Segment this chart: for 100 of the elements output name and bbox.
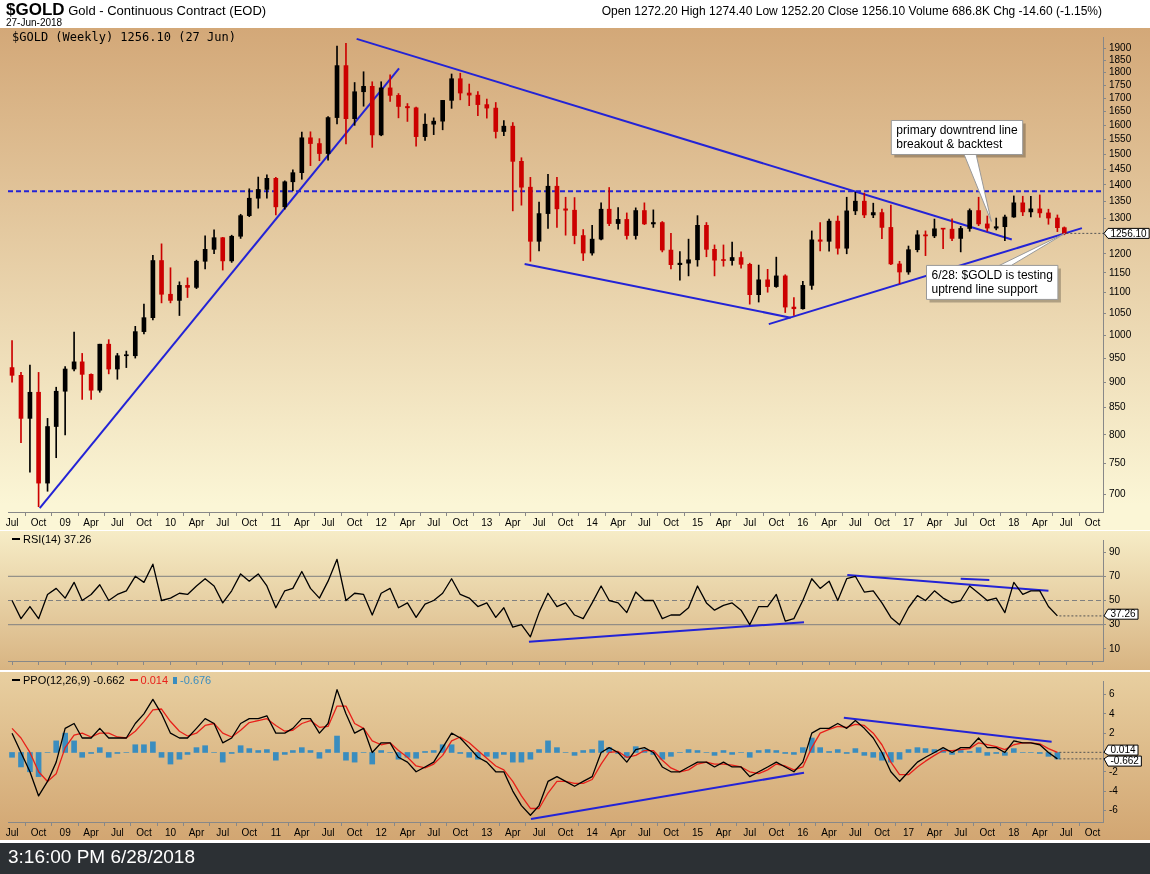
y-tick-label: 1650 [1109,105,1132,117]
x-tick-label: Jul [743,826,757,838]
x-tick-label: Oct [663,826,679,838]
x-tick-label: Apr [188,516,205,528]
x-tick-label: Jul [1059,516,1073,528]
chart-subtitle: 27-Jun-2018 [6,17,63,28]
y-tick-label: 30 [1109,618,1121,630]
x-tick-label: Oct [452,516,469,528]
x-tick-label: Jul [110,516,124,528]
x-tick-label: 10 [164,516,177,528]
x-tick-label: Apr [1032,516,1049,528]
x-tick-label: Apr [821,826,838,838]
x-tick-label: Apr [1032,826,1049,838]
y-tick-label: 90 [1109,545,1121,557]
x-tick-label: Jul [848,826,862,838]
y-tick-label: 800 [1109,428,1127,440]
x-tick-label: Jul [216,516,230,528]
x-tick-label: Jul [1059,826,1073,838]
x-tick-label: Apr [926,516,943,528]
x-tick-label: Oct [346,516,363,528]
x-tick-label: Apr [399,516,416,528]
x-tick-label: Apr [821,516,838,528]
x-tick-label: Apr [505,516,522,528]
annotation: 6/28: $GOLD is testing uptrend line support [931,267,1053,296]
x-tick-label: 14 [586,516,599,528]
chart-title: $GOLD Gold - Continuous Contract (EOD) [6,0,267,19]
x-tick-label: Jul [110,826,124,838]
x-tick-label: Jul [954,516,968,528]
annotation: 37.26 [1110,608,1136,620]
y-tick-label: 1550 [1109,133,1132,145]
x-tick-label: Jul [427,826,441,838]
x-tick-label: Apr [610,826,627,838]
x-tick-label: 16 [797,826,809,838]
x-tick-label: Jul [321,826,335,838]
x-tick-label: Apr [294,826,311,838]
x-tick-label: Oct [557,826,574,838]
legend-label: -0.676 [179,674,212,686]
x-tick-label: Jul [216,826,230,838]
y-tick-label: 1850 [1109,54,1132,66]
x-tick-label: 18 [1008,826,1020,838]
legend-label: PPO(12,26,9) -0.662 [22,674,125,686]
y-tick-label: 1000 [1109,328,1132,340]
x-tick-label: Oct [452,826,469,838]
x-tick-label: 09 [59,826,72,838]
x-tick-label: Oct [30,516,47,528]
x-tick-label: 10 [164,826,177,838]
x-tick-label: Apr [610,516,627,528]
y-tick-label: 1300 [1109,211,1132,223]
y-tick-label: -4 [1109,784,1119,796]
x-tick-label: Jul [5,516,19,528]
y-tick-label: 10 [1109,642,1121,654]
x-tick-label: Jul [532,826,546,838]
x-tick-label: Jul [427,516,441,528]
x-tick-label: Jul [5,826,19,838]
x-tick-label: Oct [136,826,152,838]
y-tick-label: 1750 [1109,79,1132,91]
y-tick-label: 1400 [1109,178,1132,190]
x-tick-label: Apr [83,826,100,838]
x-tick-label: Oct [557,516,574,528]
x-tick-label: Oct [768,826,785,838]
x-tick-label: Apr [505,826,522,838]
x-tick-label: 11 [270,516,282,528]
x-tick-label: Oct [1084,516,1101,528]
y-tick-label: 900 [1109,375,1127,387]
y-tick-label: 50 [1109,594,1121,606]
y-tick-label: 700 [1109,488,1127,500]
y-tick-label: 70 [1109,570,1121,582]
y-tick-label: 2 [1109,726,1115,738]
x-tick-label: 18 [1008,516,1020,528]
x-tick-label: 13 [481,516,493,528]
x-tick-label: 16 [797,516,809,528]
y-tick-label: 1900 [1109,42,1132,54]
x-tick-label: Jul [637,826,651,838]
y-tick-label: -6 [1109,804,1119,816]
x-tick-label: Oct [241,826,258,838]
x-tick-label: 17 [902,516,915,528]
legend-label: 0.014 [139,674,169,686]
x-tick-label: Apr [399,826,416,838]
x-tick-label: Oct [30,826,47,838]
x-tick-label: Apr [294,516,311,528]
y-tick-label: 1200 [1109,247,1132,259]
y-tick-label: 950 [1109,351,1127,363]
annotation: primary downtrend line breakout & backtest [896,122,1019,151]
x-tick-label: Apr [715,826,732,838]
x-tick-label: Jul [321,516,335,528]
x-tick-label: Oct [874,826,890,838]
y-tick-label: 1100 [1109,286,1131,298]
text: 3:16:00 PM 6/28/2018 [8,846,195,868]
legend-label: RSI(14) 37.26 [22,533,92,545]
annotation: $GOLD (Weekly) 1256.10 (27 Jun) [12,30,236,44]
y-tick-label: 6 [1109,688,1115,700]
annotation: 1256.10 [1110,227,1148,239]
y-tick-label: 4 [1109,707,1115,719]
x-tick-label: Oct [979,826,996,838]
x-tick-label: Oct [768,516,785,528]
x-tick-label: Oct [663,516,679,528]
x-tick-label: 12 [375,826,388,838]
x-tick-label: 17 [902,826,915,838]
y-tick-label: 1050 [1109,307,1132,319]
y-tick-label: 1500 [1109,147,1132,159]
